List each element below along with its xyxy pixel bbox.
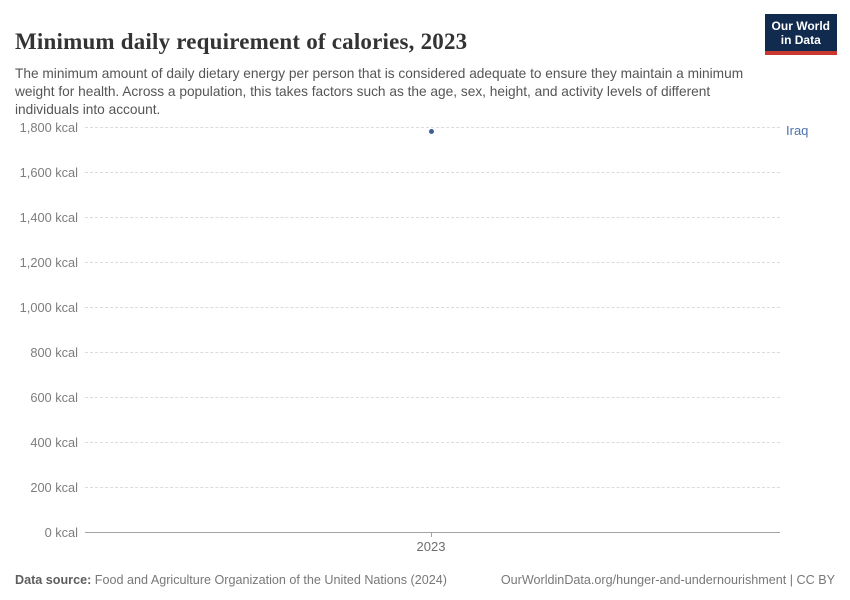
- gridline: [85, 486, 780, 488]
- gridline-row: 1,200 kcal: [8, 254, 780, 270]
- y-axis-tick-label: 1,600 kcal: [19, 164, 78, 180]
- y-axis-tick-label: 1,400 kcal: [19, 209, 78, 225]
- y-axis-tick-label: 600 kcal: [30, 389, 78, 405]
- gridline-row: 200 kcal: [8, 479, 780, 495]
- y-axis-tick-label: 200 kcal: [30, 479, 78, 495]
- y-axis-tick-label: 1,000 kcal: [19, 299, 78, 315]
- y-axis-tick-label: 0 kcal: [44, 524, 78, 540]
- data-source-note: Data source: Food and Agriculture Organi…: [15, 573, 447, 587]
- data-point-iraq[interactable]: [429, 129, 434, 134]
- gridline: [85, 351, 780, 353]
- owid-url-license-link[interactable]: OurWorldinData.org/hunger-and-undernouri…: [500, 573, 835, 587]
- x-axis-tick-label: 2023: [416, 539, 446, 554]
- owid-logo-line2: in Data: [780, 33, 821, 48]
- gridline-row-baseline: 0 kcal: [8, 524, 780, 540]
- chart-footer: Data source: Food and Agriculture Organi…: [15, 573, 835, 587]
- y-axis-tick-label: 800 kcal: [30, 344, 78, 360]
- gridline: [85, 441, 780, 443]
- gridline-row: 800 kcal: [8, 344, 780, 360]
- gridline: [85, 126, 780, 128]
- gridline-row: 1,600 kcal: [8, 164, 780, 180]
- data-source-label: Data source:: [15, 573, 92, 587]
- gridline: [85, 171, 780, 173]
- gridline-row: 400 kcal: [8, 434, 780, 450]
- gridline: [85, 216, 780, 218]
- y-axis-tick-label: 1,800 kcal: [19, 119, 78, 135]
- owid-logo[interactable]: Our World in Data: [764, 14, 837, 56]
- gridline: [85, 396, 780, 398]
- x-axis-tick-mark: [431, 532, 432, 537]
- data-source-value: Food and Agriculture Organization of the…: [94, 573, 447, 587]
- gridline-row: 1,400 kcal: [8, 209, 780, 225]
- page-title: Minimum daily requirement of calories, 2…: [15, 29, 468, 55]
- x-axis-line: [85, 531, 780, 533]
- gridline-row: 600 kcal: [8, 389, 780, 405]
- gridline: [85, 306, 780, 308]
- gridline-row: 1,000 kcal: [8, 299, 780, 315]
- y-axis-tick-label: 400 kcal: [30, 434, 78, 450]
- series-label-iraq[interactable]: Iraq: [786, 123, 809, 138]
- y-axis-tick-label: 1,200 kcal: [19, 254, 78, 270]
- owid-logo-line1: Our World: [771, 19, 830, 33]
- gridline-row: 1,800 kcal: [8, 119, 780, 135]
- gridline: [85, 261, 780, 263]
- chart-subtitle: The minimum amount of daily dietary ener…: [15, 65, 744, 118]
